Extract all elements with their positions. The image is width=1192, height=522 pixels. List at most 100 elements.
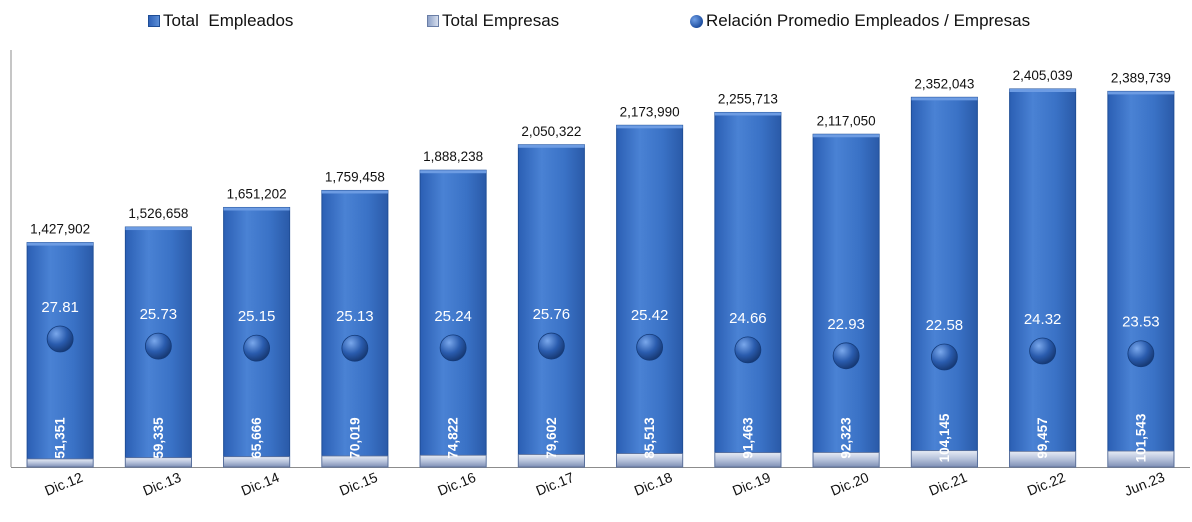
bar-empresas — [223, 456, 291, 468]
legend-label-empleados: Total Empleados — [163, 11, 294, 30]
data-label-relacion: 25.42 — [631, 307, 669, 324]
bar-empleados-cap — [518, 144, 585, 148]
data-label-relacion: 25.13 — [336, 308, 374, 325]
dot-relacion — [1127, 340, 1155, 368]
bar-empleados — [714, 111, 782, 468]
data-label-empresas: 74,822 — [446, 417, 461, 458]
data-label-relacion: 25.15 — [238, 308, 276, 325]
x-tick-label: Dic.16 — [435, 469, 478, 499]
bar-empleados-cap — [223, 207, 290, 211]
dot-relacion — [636, 333, 664, 361]
legend-item-empresas: Total Empresas — [427, 11, 559, 31]
x-tick-label: Jun.23 — [1122, 468, 1167, 499]
dot-relacion — [1029, 337, 1057, 365]
legend-label-relacion: Relación Promedio Empleados / Empresas — [706, 11, 1031, 30]
bar-empresas — [517, 454, 585, 468]
data-label-empleados: 2,389,739 — [1111, 70, 1171, 85]
x-tick-label: Dic.22 — [1025, 469, 1068, 499]
bar-empresas — [26, 458, 94, 468]
data-label-relacion: 25.24 — [434, 308, 472, 325]
data-label-relacion: 23.53 — [1122, 314, 1160, 331]
x-tick-label: Dic.19 — [730, 469, 773, 499]
bar-empleados-cap — [1107, 91, 1174, 95]
bar-empleados-cap — [321, 190, 388, 194]
data-label-empresas: 70,019 — [347, 417, 362, 458]
bar-empleados — [26, 242, 94, 468]
legend-label-empresas: Total Empresas — [442, 11, 560, 30]
data-label-empresas: 85,513 — [642, 417, 657, 459]
data-label-empresas: 92,323 — [839, 417, 854, 459]
bar-empleados-cap — [125, 227, 192, 231]
data-label-empleados: 1,651,202 — [227, 186, 287, 201]
data-label-relacion: 22.93 — [827, 316, 865, 333]
bar-empresas — [124, 457, 192, 468]
bar-empleados-cap — [420, 170, 487, 174]
dot-relacion — [537, 332, 565, 360]
bar-empresas — [419, 454, 487, 468]
dot-relacion — [832, 342, 860, 370]
data-label-empleados: 1,888,238 — [423, 149, 483, 164]
bar-empleados-cap — [27, 242, 94, 246]
bar-empleados — [321, 189, 389, 468]
dot-relacion — [46, 325, 74, 353]
bar-empleados — [1009, 88, 1077, 468]
data-label-empresas: 79,602 — [544, 417, 559, 458]
dot-relacion — [341, 334, 369, 362]
bar-empresas — [910, 450, 978, 468]
bar-empleados — [910, 96, 978, 468]
data-label-empresas: 104,145 — [937, 413, 952, 462]
bar-empresas — [812, 452, 880, 468]
data-label-empresas: 51,351 — [53, 417, 68, 459]
x-tick-label: Dic.14 — [239, 469, 282, 499]
data-label-empresas: 99,457 — [1035, 417, 1050, 458]
legend: Total Empleados Total Empresas Relación … — [0, 8, 1192, 36]
data-label-empresas: 59,335 — [151, 417, 166, 459]
x-tick-label: Dic.18 — [632, 469, 675, 499]
x-tick-label: Dic.20 — [828, 469, 871, 499]
dot-relacion — [144, 332, 172, 360]
bar-empleados-cap — [911, 97, 978, 101]
bar-empleados-cap — [616, 125, 683, 129]
x-tick-label: Dic.21 — [926, 469, 969, 499]
bar-empleados — [517, 144, 585, 468]
data-label-empleados: 1,427,902 — [30, 222, 90, 237]
data-label-relacion: 25.76 — [533, 306, 571, 323]
legend-swatch-empleados — [148, 15, 160, 27]
x-tick-label: Dic.13 — [140, 469, 183, 499]
data-label-empleados: 2,117,050 — [817, 113, 876, 128]
bar-empresas — [1107, 450, 1175, 468]
bar-empresas — [1009, 450, 1077, 468]
bar-empresas — [321, 455, 389, 468]
data-label-empresas: 91,463 — [740, 417, 755, 459]
data-label-empleados: 2,352,043 — [914, 76, 974, 91]
dot-relacion — [439, 334, 467, 362]
dot-relacion — [734, 336, 762, 364]
data-label-relacion: 24.66 — [729, 310, 767, 327]
bar-empleados — [419, 169, 487, 468]
legend-swatch-relacion — [690, 14, 703, 28]
legend-item-empleados: Total Empleados — [148, 11, 293, 31]
bar-empresas — [616, 453, 684, 468]
bar-empresas — [714, 452, 782, 468]
bar-empleados — [1107, 90, 1175, 468]
data-label-relacion: 27.81 — [41, 299, 79, 316]
data-label-empresas: 101,543 — [1133, 413, 1148, 462]
data-label-empresas: 65,666 — [249, 417, 264, 459]
bar-empleados — [812, 133, 880, 468]
data-label-empleados: 2,050,322 — [521, 124, 581, 139]
legend-swatch-empresas — [427, 15, 439, 27]
x-tick-label: Dic.12 — [42, 469, 85, 499]
x-tick-label: Dic.17 — [533, 469, 576, 499]
data-label-empleados: 1,759,458 — [325, 169, 385, 184]
data-label-empleados: 2,255,713 — [718, 91, 778, 106]
data-label-relacion: 25.73 — [140, 306, 178, 323]
bar-empleados-cap — [813, 134, 880, 138]
dot-relacion — [930, 343, 958, 371]
x-tick-label: Dic.15 — [337, 469, 380, 499]
dot-relacion — [243, 334, 271, 362]
bar-empleados-cap — [714, 112, 781, 116]
data-label-empleados: 2,173,990 — [620, 104, 680, 119]
legend-item-relacion: Relación Promedio Empleados / Empresas — [690, 11, 1030, 31]
